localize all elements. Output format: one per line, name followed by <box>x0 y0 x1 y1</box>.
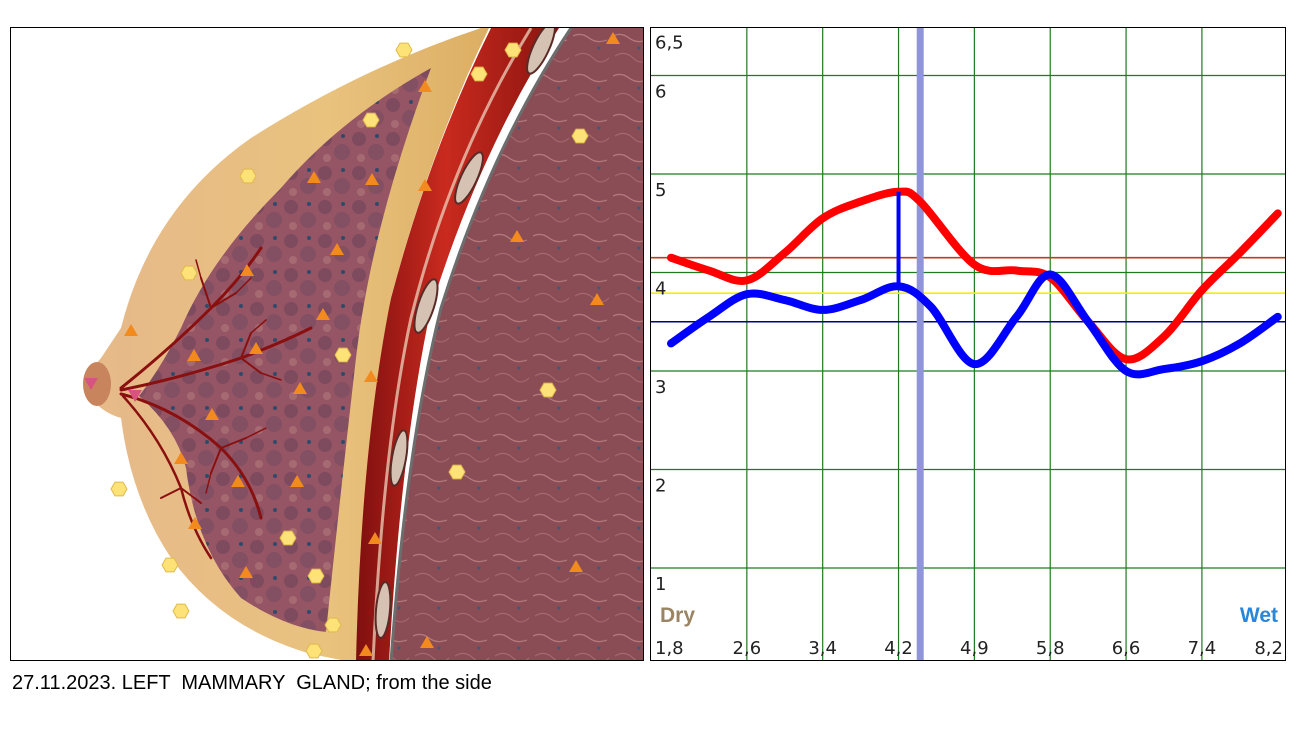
x-tick-label: 3,4 <box>808 638 837 659</box>
series-blue-line <box>667 270 1282 379</box>
x-tick-label: 5,8 <box>1036 638 1065 659</box>
triangle-marker <box>124 324 138 336</box>
hexagon-marker <box>334 347 352 363</box>
triangle-marker <box>187 349 201 361</box>
hexagon-marker <box>307 568 325 584</box>
x-tick-labels: 1,8 2,6 3,4 4,2 4,9 5,8 6,6 7,4 8,2 <box>655 638 1283 659</box>
y-tick-label: 6 <box>655 82 666 103</box>
nipple <box>83 362 111 406</box>
triangle-marker <box>569 560 583 572</box>
hexagon-marker <box>172 603 190 619</box>
triangle-marker <box>606 32 620 44</box>
triangle-marker <box>188 517 202 529</box>
hexagon-marker <box>161 557 179 573</box>
hexagon-marker <box>571 128 589 144</box>
measurement-chart: 1 2 3 4 5 6 6,5 1,8 2,6 3,4 4,2 4,9 5,8 6,6 7,4 8,2 Dr… <box>650 27 1286 661</box>
y-tick-label: 2 <box>655 476 666 497</box>
rib-cartilage-1 <box>526 28 556 75</box>
x-tick-label: 6,6 <box>1112 638 1141 659</box>
hexagon-marker <box>362 112 380 128</box>
triangle-marker <box>418 179 432 191</box>
caption: 27.11.2023. LEFT MAMMARY GLAND; from the… <box>12 672 492 694</box>
acupoint-markers <box>84 32 620 659</box>
triangle-marker <box>368 532 382 544</box>
triangle-marker <box>205 408 219 420</box>
chest-wall-edge <box>389 28 573 660</box>
milk-ducts <box>119 246 313 560</box>
hexagon-marker <box>504 42 522 58</box>
triangle-marker <box>231 475 245 487</box>
rib-cartilage-5 <box>374 581 392 639</box>
triangle-marker <box>418 80 432 92</box>
hexagon-marker <box>539 382 557 398</box>
illustration-canvas <box>83 28 643 660</box>
glandular-tissue <box>139 68 431 632</box>
triangle-down-marker <box>128 390 142 402</box>
triangle-marker <box>174 452 188 464</box>
muscle-fascia <box>371 28 533 660</box>
hexagon-marker <box>239 168 257 184</box>
triangle-marker <box>510 230 524 242</box>
triangle-marker <box>239 566 253 578</box>
series-red-line <box>667 187 1282 364</box>
pectoral-muscle <box>351 28 559 660</box>
x-tick-label: 4,9 <box>960 638 989 659</box>
hexagon-marker <box>305 643 323 659</box>
x-tick-label: 2,6 <box>733 638 762 659</box>
triangle-marker <box>249 342 263 354</box>
triangle-marker <box>293 382 307 394</box>
x-tick-label: 4,2 <box>884 638 913 659</box>
triangle-marker <box>330 243 344 255</box>
y-tick-label: 5 <box>655 180 666 201</box>
wet-label: Wet <box>1240 604 1278 627</box>
chart-grid <box>651 28 1285 660</box>
triangle-marker <box>420 636 434 648</box>
y-tick-label: 3 <box>655 377 666 398</box>
triangle-marker <box>359 644 373 656</box>
x-tick-label: 7,4 <box>1188 638 1217 659</box>
y-tick-label: 4 <box>655 279 666 300</box>
series-group <box>667 187 1282 379</box>
rib-cartilage-4 <box>389 429 409 487</box>
triangle-marker <box>240 264 254 276</box>
hexagon-marker <box>110 481 128 497</box>
triangle-marker <box>316 308 330 320</box>
triangle-marker <box>365 173 379 185</box>
y-tick-labels: 1 2 3 4 5 6 6,5 <box>655 32 684 595</box>
chart-canvas: 1 2 3 4 5 6 6,5 1,8 2,6 3,4 4,2 4,9 5,8 6,6 7,4 8,2 Dr… <box>651 28 1285 660</box>
hexagon-marker <box>324 617 342 633</box>
triangle-down-marker <box>84 378 98 390</box>
y-tick-label: 1 <box>655 574 666 595</box>
hexagon-marker <box>470 66 488 82</box>
hexagon-marker <box>279 530 297 546</box>
triangle-marker <box>307 171 321 183</box>
x-tick-label: 8,2 <box>1254 638 1283 659</box>
hexagon-marker <box>448 464 466 480</box>
hexagon-marker <box>395 42 413 58</box>
triangle-marker <box>590 293 604 305</box>
rib-cartilage-3 <box>413 278 439 334</box>
x-tick-label: 1,8 <box>655 638 684 659</box>
chest-wall <box>391 28 643 660</box>
y-tick-label: 6,5 <box>655 32 684 53</box>
mammary-illustration <box>10 27 644 661</box>
rib-cartilage-2 <box>454 151 484 205</box>
triangle-marker <box>364 370 378 382</box>
triangle-marker <box>290 475 304 487</box>
dry-label: Dry <box>660 604 695 627</box>
hexagon-marker <box>180 265 198 281</box>
